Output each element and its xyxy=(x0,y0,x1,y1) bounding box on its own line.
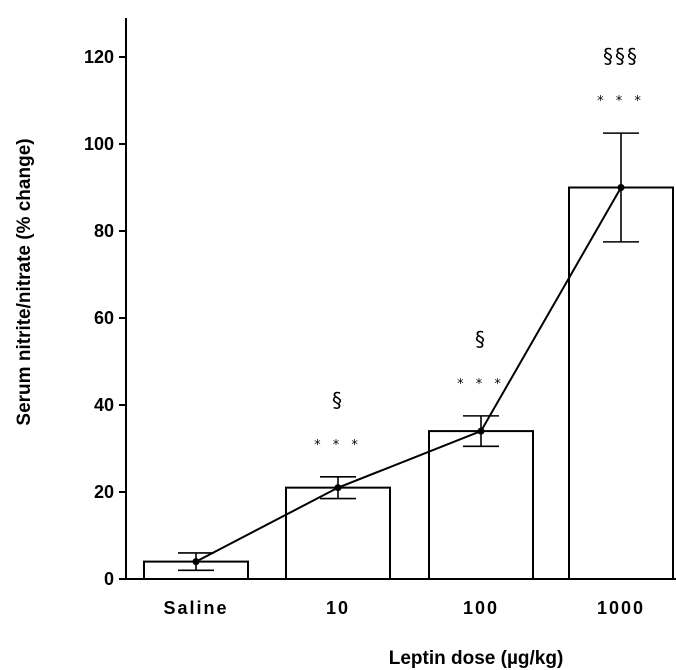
y-tick-label: 0 xyxy=(104,569,114,589)
bars xyxy=(143,186,674,580)
data-point xyxy=(334,484,342,492)
x-tick-label: Saline xyxy=(163,598,228,618)
significance-annotations: * * * § * * * § * * * §§§ xyxy=(314,44,645,453)
data-point xyxy=(192,558,200,566)
x-tick-label: 1000 xyxy=(597,598,645,618)
y-tick-label: 20 xyxy=(94,482,114,502)
y-axis-title: Serum nitrite/nitrate (% change) xyxy=(14,138,35,425)
y-tick-label: 40 xyxy=(94,395,114,415)
significance-section-marks: §§§ xyxy=(603,44,639,68)
significance-section-marks: § xyxy=(332,388,344,412)
y-tick-label: 100 xyxy=(84,134,114,154)
x-tick-label: 100 xyxy=(463,598,499,618)
y-tick-label: 60 xyxy=(94,308,114,328)
y-axis: 0 20 40 60 80 100 120 xyxy=(84,18,127,589)
x-axis: Saline 10 100 1000 xyxy=(126,578,676,618)
trend-line xyxy=(195,187,622,563)
significance-section-marks: § xyxy=(475,327,487,351)
y-tick-label: 120 xyxy=(84,47,114,67)
x-tick-label: 10 xyxy=(326,598,350,618)
significance-stars: * * * xyxy=(457,377,505,392)
bar xyxy=(285,486,391,580)
data-point xyxy=(617,184,625,191)
bar xyxy=(428,430,534,580)
trend-line-group xyxy=(192,184,625,566)
significance-stars: * * * xyxy=(597,94,645,109)
x-axis-title: Leptin dose (µg/kg) xyxy=(389,648,564,669)
data-point xyxy=(477,427,485,435)
bar xyxy=(568,186,674,580)
significance-stars: * * * xyxy=(314,438,362,453)
y-tick-label: 80 xyxy=(94,221,114,241)
